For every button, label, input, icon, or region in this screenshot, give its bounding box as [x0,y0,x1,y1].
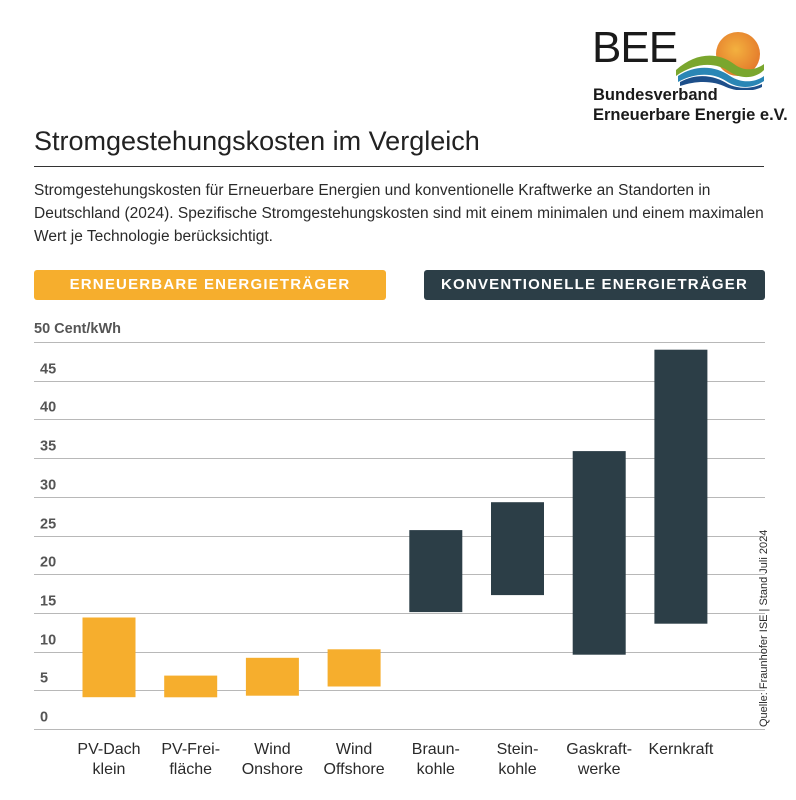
x-category-label: kohle [498,761,536,778]
x-category-label: Gaskraft- [566,741,632,758]
x-category-label: PV-Frei- [161,741,220,758]
x-category-label: klein [93,761,126,778]
range-bar [245,657,299,696]
range-bar [164,675,218,698]
logo-sun-wave-icon [676,32,764,90]
y-tick-label: 20 [40,555,56,571]
range-bar [409,530,463,613]
page-title: Stromgestehungskosten im Vergleich [34,126,480,156]
y-tick-label: 15 [40,594,56,610]
y-tick-label: 25 [40,517,56,533]
y-tick-label: 35 [40,439,56,455]
x-category-label: Wind [336,741,372,758]
logo-wordmark: BEE [592,23,678,72]
x-category-label: Wind [254,741,290,758]
range-bar [327,649,381,687]
range-bar [654,349,708,624]
range-bar [572,451,626,655]
x-category-label: fläche [169,761,212,778]
bee-logo: BEE Bundesverband Erneuerbare Energie e.… [592,23,788,126]
y-tick-label: 40 [40,400,56,416]
intro-text: Stromgestehungskosten für Erneuerbare En… [34,182,764,245]
source-note: Quelle: Fraunhofer ISE | Stand Juli 2024 [758,530,770,727]
conventional-category-header: KONVENTIONELLE ENERGIETRÄGER [424,270,765,300]
range-bar [82,617,136,698]
y-tick-label: 30 [40,478,56,494]
x-category-label: Braun- [412,741,460,758]
range-bar [491,502,544,596]
logo-org-line2: Erneuerbare Energie e.V. [593,106,788,124]
x-category-label: Offshore [324,761,385,778]
x-category-label: kohle [417,761,455,778]
title-divider [34,166,764,167]
y-tick-label: 10 [40,633,56,649]
y-tick-label: 45 [40,362,56,378]
x-category-label: werke [577,761,621,778]
y-axis-unit-label: 50 Cent/kWh [34,321,121,337]
logo-org-line1: Bundesverband [593,86,718,104]
x-category-label: Kernkraft [648,741,713,758]
x-category-label: PV-Dach [77,741,140,758]
x-category-label: Stein- [497,741,539,758]
x-category-label: Onshore [242,761,303,778]
y-tick-label: 0 [40,710,48,726]
y-tick-label: 5 [40,671,48,687]
renewable-category-header: ERNEUERBARE ENERGIETRÄGER [34,270,386,300]
